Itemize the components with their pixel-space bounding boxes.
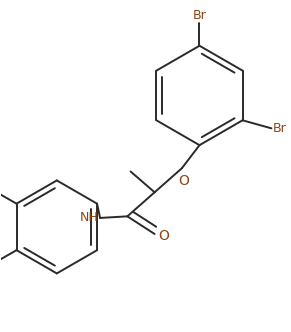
Text: O: O [178, 174, 189, 188]
Text: Br: Br [273, 122, 287, 135]
Text: Br: Br [193, 9, 206, 22]
Text: O: O [159, 228, 169, 243]
Text: NH: NH [80, 211, 98, 224]
